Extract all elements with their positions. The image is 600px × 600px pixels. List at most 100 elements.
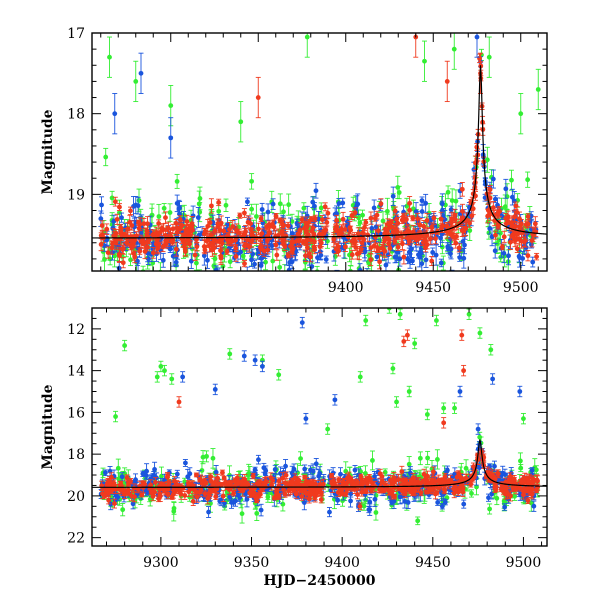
point-green-marker [301,205,307,211]
point-green [197,186,203,211]
point-blue-marker [417,254,423,260]
point-blue [252,259,258,269]
point-red-marker [304,245,310,250]
point-red [417,218,423,232]
point-blue [174,278,179,295]
point-red-marker [128,208,133,214]
point-green [280,204,286,219]
point-blue-marker [269,243,275,249]
point-blue [188,253,194,269]
point-green-marker [486,230,492,236]
point-red [499,243,505,251]
point-blue-marker [490,176,496,182]
point-blue-marker [362,249,368,254]
point-red-marker [477,55,482,61]
point-blue-marker [448,207,454,212]
point-red-marker [306,251,312,256]
point-red [273,212,279,220]
point-red-marker [305,232,311,238]
point-blue-marker [180,279,185,284]
point-blue-marker [135,203,141,209]
point-red-marker [343,244,348,250]
point-red [241,208,247,218]
point-blue-marker [365,271,370,276]
point-red [274,249,280,261]
point-red-marker [305,237,310,243]
point-blue-marker [315,255,320,261]
point-red-marker [501,234,507,240]
point-red-marker [119,246,125,252]
point-red-marker [349,213,355,218]
point-green-marker [509,177,514,183]
point-red [141,217,147,230]
point-blue-marker [340,200,346,206]
point-blue-marker [334,211,340,217]
point-blue-marker [430,250,436,255]
point-red-marker [150,250,156,256]
point-blue [269,241,275,251]
point-blue-marker [530,259,536,265]
point-red [395,243,401,251]
point-green-marker [357,220,363,226]
point-red-marker [368,257,374,263]
point-red-marker [120,260,126,266]
point-green-marker [104,282,109,287]
point-green-marker [216,208,222,214]
point-red [374,210,380,220]
point-red-marker [132,254,138,260]
point-green [109,190,115,205]
point-green [104,275,109,294]
point-red [433,232,439,245]
point-red-marker [109,245,115,251]
point-green [278,276,283,288]
point-red [132,250,138,264]
point-red [349,211,355,221]
point-green-marker [467,228,473,233]
point-red [342,241,348,252]
point-red [534,252,540,261]
point-red [525,249,531,262]
point-red-marker [233,245,239,251]
point-blue [336,198,342,209]
point-red-marker [318,239,324,245]
point-red-marker [363,220,369,225]
point-red [394,223,400,239]
point-blue [357,263,363,271]
point-red-marker [99,223,105,228]
point-blue [265,203,271,221]
point-red-marker [513,203,519,209]
point-green-marker [213,274,218,279]
point-blue-marker [423,257,429,263]
point-blue [490,169,496,189]
point-green [227,255,233,269]
point-blue-marker [294,220,300,226]
point-blue-marker [492,248,498,254]
point-red-marker [221,228,227,234]
point-green-marker [384,208,390,214]
point-red-marker [493,232,498,238]
point-red-marker [456,245,462,251]
point-red [312,214,318,223]
point-red-marker [266,230,272,236]
point-green-marker [249,178,255,184]
point-red-marker [170,237,176,243]
point-red-marker [218,255,224,261]
point-red-marker [503,221,509,227]
point-red-marker [487,195,493,201]
point-red-marker [142,249,148,254]
point-blue-marker [195,215,201,220]
point-blue [286,265,292,271]
point-red [208,198,214,214]
point-red [142,243,148,260]
point-green [128,253,134,267]
point-red-marker [98,233,104,238]
point-red-marker [182,249,188,254]
point-red-marker [374,212,380,218]
point-green [395,175,401,199]
point-red-marker [394,228,400,234]
point-red-marker [277,218,283,223]
point-red-marker [285,223,291,229]
point-blue [313,182,319,199]
point-blue-marker [419,261,425,267]
